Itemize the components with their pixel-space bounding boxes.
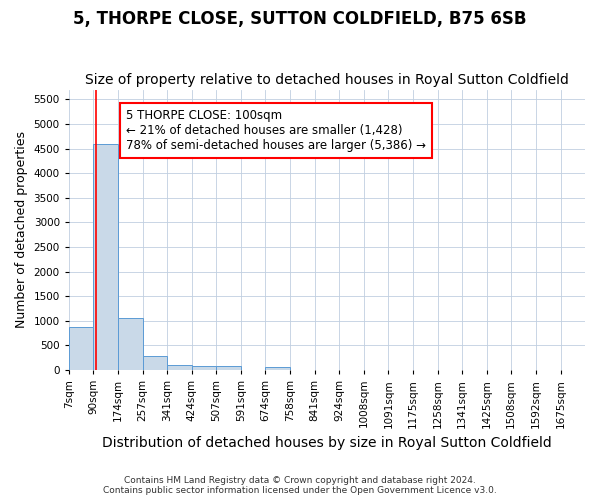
Y-axis label: Number of detached properties: Number of detached properties [15, 131, 28, 328]
Bar [167, 365, 192, 370]
Text: Contains HM Land Registry data © Crown copyright and database right 2024.
Contai: Contains HM Land Registry data © Crown c… [103, 476, 497, 495]
Bar [216, 366, 241, 370]
Bar [192, 366, 216, 370]
Text: 5, THORPE CLOSE, SUTTON COLDFIELD, B75 6SB: 5, THORPE CLOSE, SUTTON COLDFIELD, B75 6… [73, 10, 527, 28]
Text: 5 THORPE CLOSE: 100sqm
← 21% of detached houses are smaller (1,428)
78% of semi-: 5 THORPE CLOSE: 100sqm ← 21% of detached… [126, 109, 426, 152]
Bar [143, 356, 167, 370]
Bar [69, 327, 94, 370]
Bar [265, 366, 290, 370]
Bar [94, 144, 118, 370]
Title: Size of property relative to detached houses in Royal Sutton Coldfield: Size of property relative to detached ho… [85, 73, 569, 87]
Bar [118, 318, 143, 370]
X-axis label: Distribution of detached houses by size in Royal Sutton Coldfield: Distribution of detached houses by size … [102, 436, 552, 450]
